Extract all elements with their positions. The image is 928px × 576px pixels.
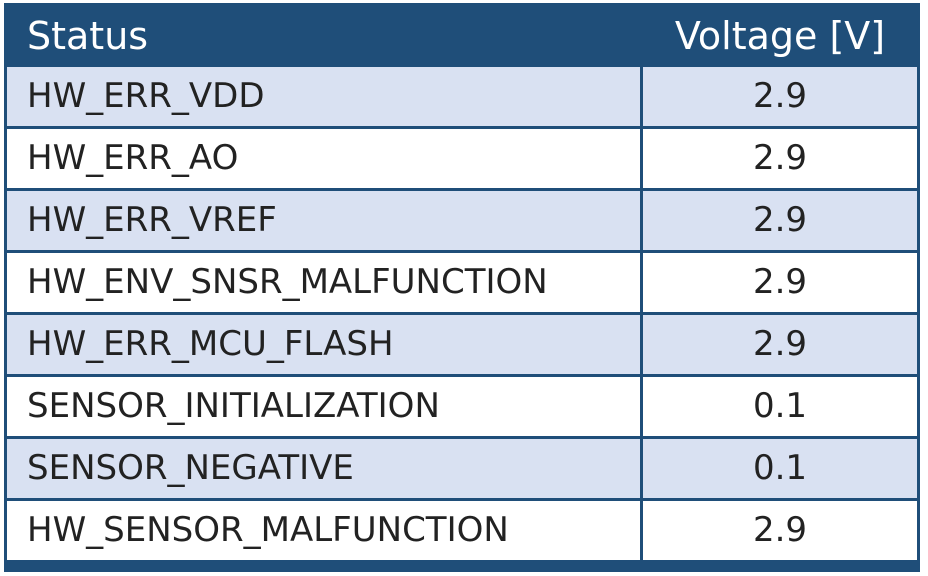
voltage-cell: 0.1	[643, 377, 917, 436]
table-row: HW_ERR_AO 2.9	[7, 129, 917, 188]
voltage-column-header: Voltage [V]	[674, 14, 886, 58]
table-row: HW_ERR_VREF 2.9	[7, 191, 917, 250]
table-header: Status Voltage [V]	[7, 6, 917, 67]
voltage-cell: 2.9	[643, 501, 917, 560]
table-row: HW_SENSOR_MALFUNCTION 2.9	[7, 501, 917, 560]
status-cell: HW_ERR_AO	[7, 129, 640, 188]
table-row: HW_ERR_MCU_FLASH 2.9	[7, 315, 917, 374]
status-cell: HW_ENV_SNSR_MALFUNCTION	[7, 253, 640, 312]
voltage-cell: 0.1	[643, 439, 917, 498]
voltage-cell: 2.9	[643, 191, 917, 250]
table-row: HW_ENV_SNSR_MALFUNCTION 2.9	[7, 253, 917, 312]
voltage-cell: 2.9	[643, 67, 917, 126]
status-column-header: Status	[27, 14, 149, 58]
table-row: HW_ERR_VDD 2.9	[7, 67, 917, 126]
voltage-cell: 2.9	[643, 129, 917, 188]
status-cell: HW_SENSOR_MALFUNCTION	[7, 501, 640, 560]
table-row: SENSOR_INITIALIZATION 0.1	[7, 377, 917, 436]
status-cell: HW_ERR_MCU_FLASH	[7, 315, 640, 374]
voltage-cell: 2.9	[643, 315, 917, 374]
status-cell: SENSOR_NEGATIVE	[7, 439, 640, 498]
status-cell: SENSOR_INITIALIZATION	[7, 377, 640, 436]
voltage-cell: 2.9	[643, 253, 917, 312]
status-cell: HW_ERR_VREF	[7, 191, 640, 250]
status-cell: HW_ERR_VDD	[7, 67, 640, 126]
status-voltage-table: Status Voltage [V] HW_ERR_VDD 2.9 HW_ERR…	[4, 3, 920, 572]
table-row: SENSOR_NEGATIVE 0.1	[7, 439, 917, 498]
